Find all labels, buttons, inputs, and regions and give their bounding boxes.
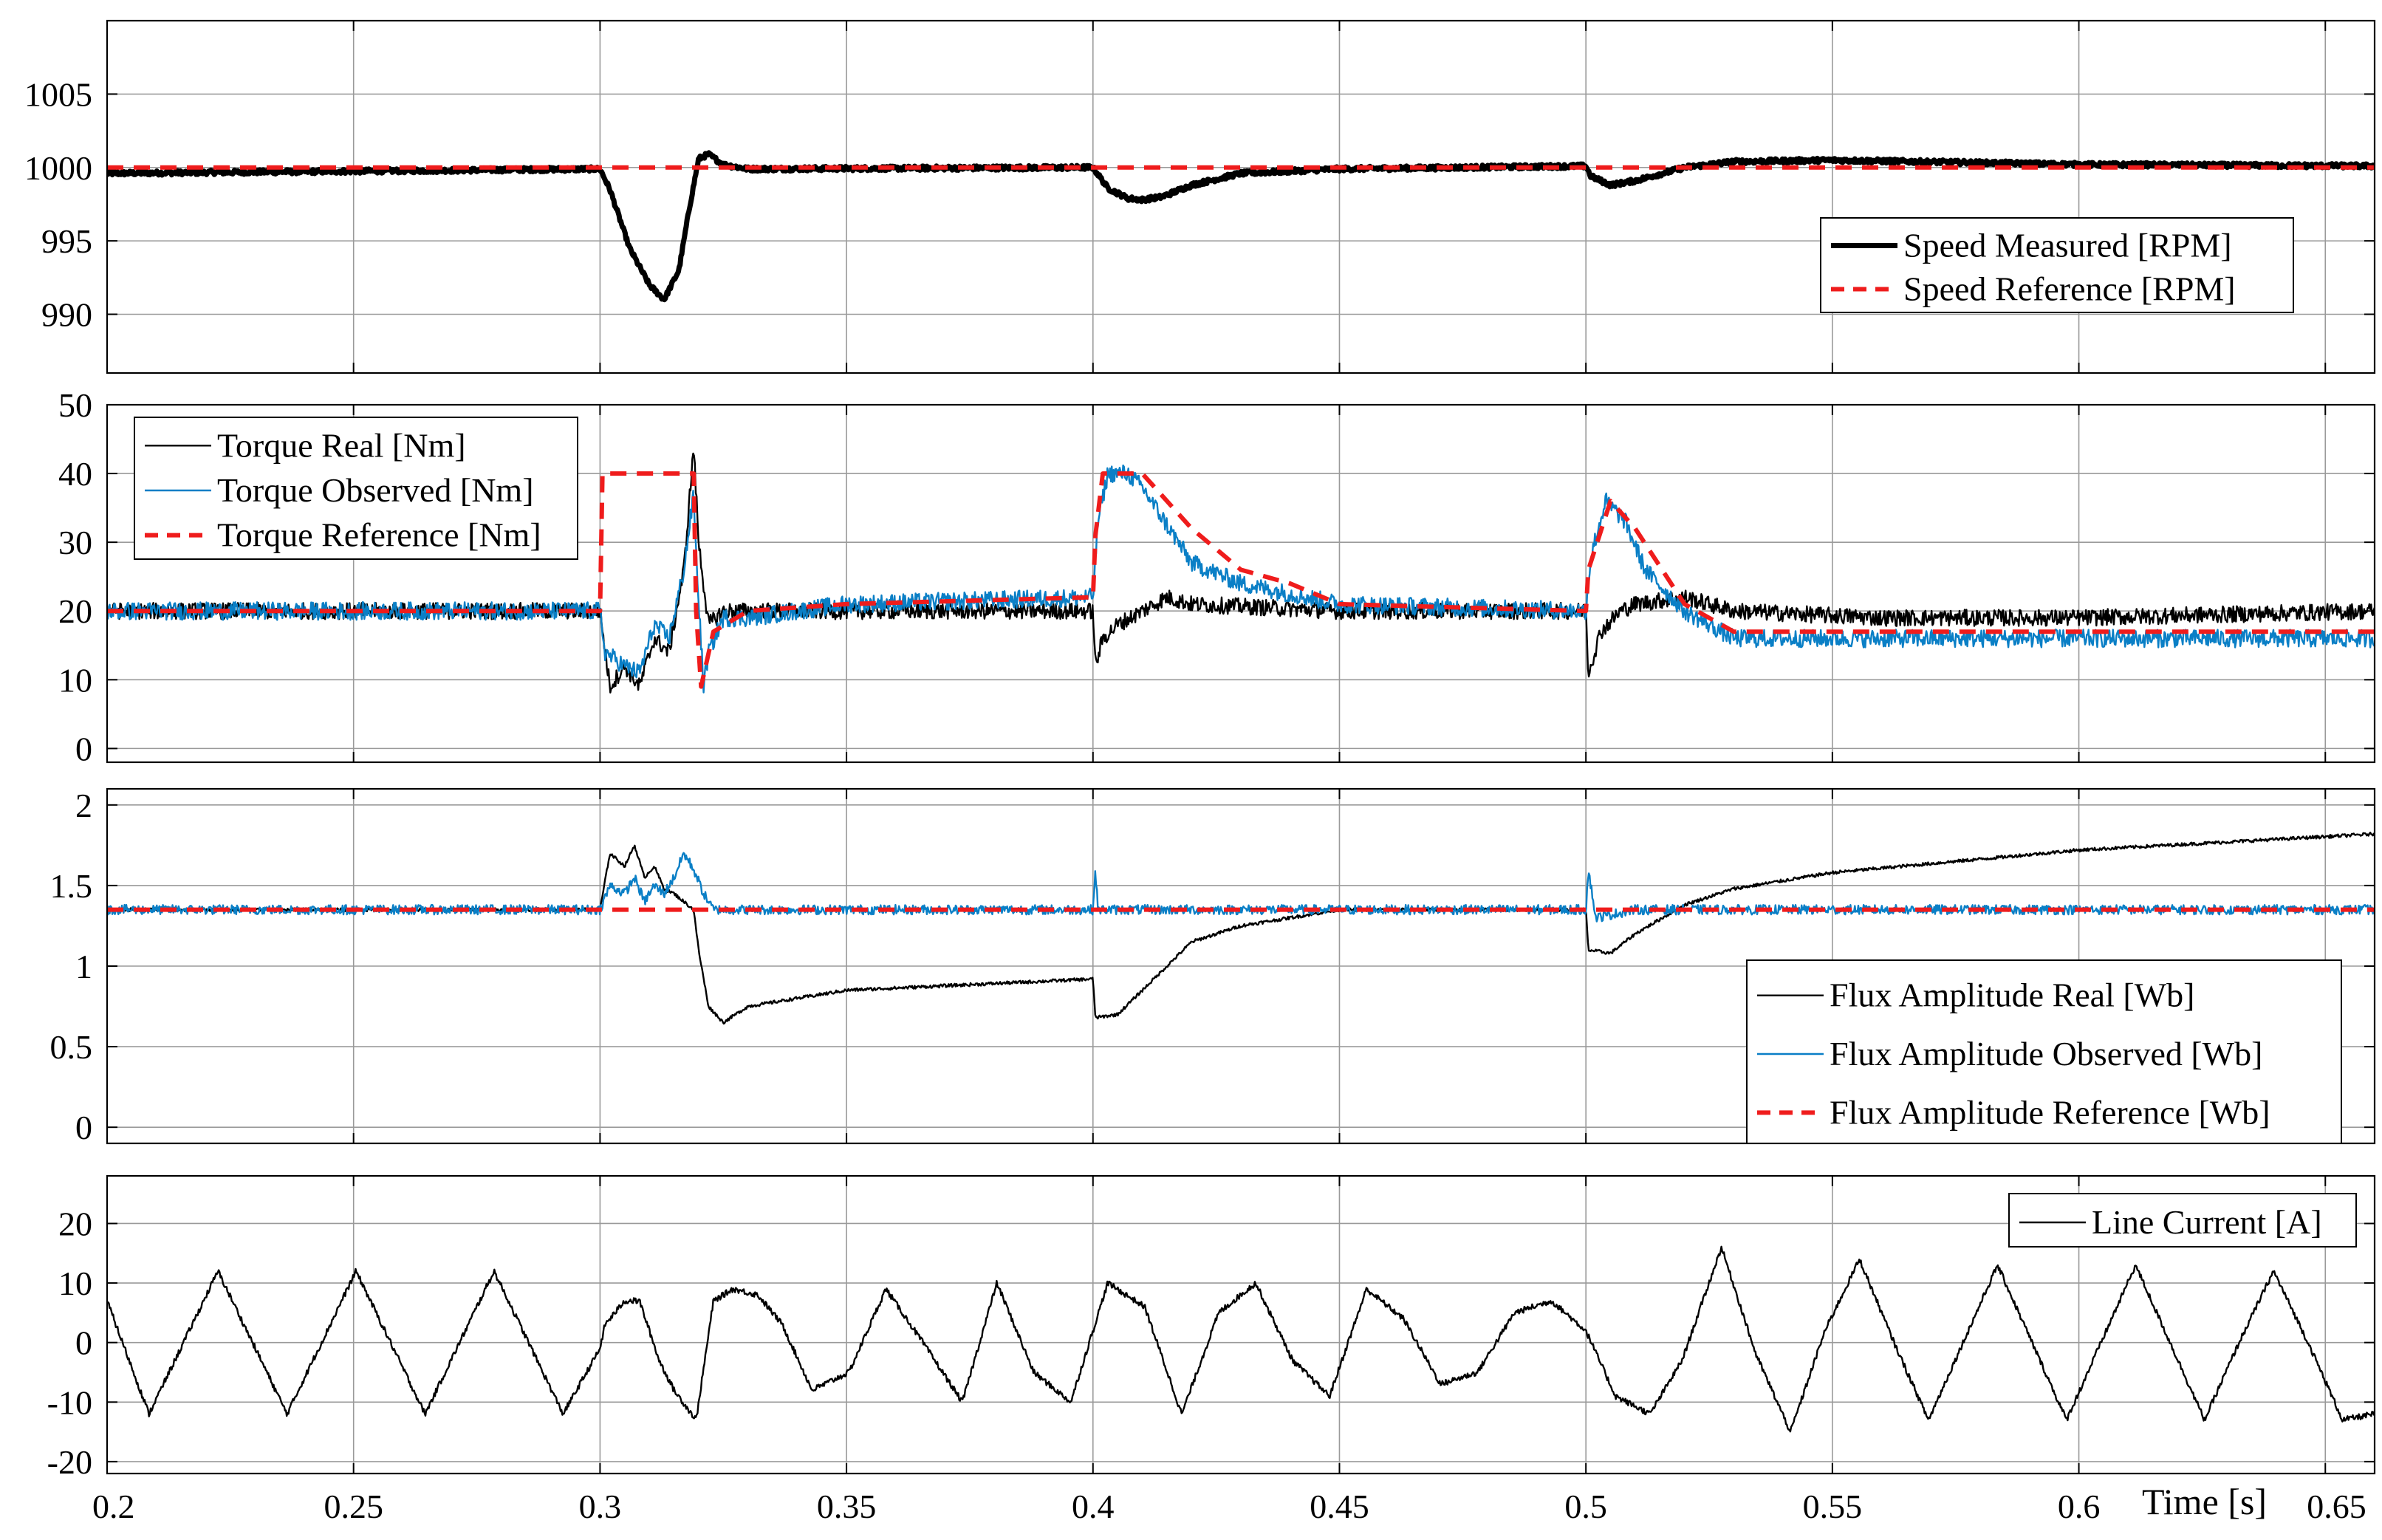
y-tick-label: 20 (58, 592, 92, 630)
y-tick-label: 20 (58, 1205, 92, 1242)
plot-frame (106, 403, 2376, 764)
y-tick-label: 1 (75, 948, 92, 985)
legend-label: Flux Amplitude Reference [Wb] (1830, 1093, 2270, 1131)
plot-frame (106, 19, 2376, 374)
y-tick-label: 0 (75, 730, 92, 767)
chart-panel-2: 0 10 20 30 40 50 Torque Real [Nm] Torque Observ… (58, 386, 2376, 767)
y-tick-label: 990 (41, 296, 92, 334)
y-tick-label: 1005 (24, 75, 92, 113)
y-tick-label: 40 (58, 455, 92, 493)
legend-label: Torque Reference [Nm] (217, 516, 541, 554)
x-tick-label: 0.45 (1310, 1488, 1369, 1525)
legend: Flux Amplitude Real [Wb] Flux Amplitude O… (1746, 959, 2342, 1144)
plot-area (107, 1176, 2375, 1474)
y-tick-label: -10 (47, 1383, 92, 1421)
x-tick-label: 0.35 (817, 1488, 877, 1525)
legend-box (2008, 1193, 2357, 1248)
plot-area (107, 21, 2375, 373)
legend-box (1746, 959, 2342, 1144)
x-tick-label: 0.3 (579, 1488, 622, 1525)
legend-label: Torque Observed [Nm] (217, 471, 534, 509)
legend-label: Line Current [A] (2092, 1203, 2322, 1241)
legend-label: Flux Amplitude Observed [Wb] (1830, 1035, 2262, 1072)
legend-label: Flux Amplitude Real [Wb] (1830, 976, 2194, 1014)
x-tick-label: 0.65 (2307, 1488, 2366, 1525)
y-tick-label: 0.5 (50, 1028, 93, 1066)
x-axis-label: Time [s] (2142, 1481, 2267, 1522)
legend: Line Current [A] (2008, 1193, 2357, 1248)
series-line-1 (107, 150, 2375, 303)
y-tick-label: 50 (58, 386, 92, 424)
y-tick-label: 0 (75, 1324, 92, 1362)
y-tick-label: 10 (58, 1264, 92, 1302)
legend-label: Speed Reference [RPM] (1903, 270, 2236, 308)
y-tick-label: 995 (41, 222, 92, 260)
x-axis-label-bg (2135, 1479, 2306, 1525)
y-tick-label: 30 (58, 524, 92, 561)
x-tick-label: 0.6 (2058, 1488, 2101, 1525)
plot-frame (106, 787, 2376, 1145)
legend-label: Speed Measured [RPM] (1903, 227, 2232, 264)
legend: Speed Measured [RPM] Speed Reference [RPM… (1820, 217, 2294, 313)
x-tick-label: 0.2 (92, 1488, 135, 1525)
y-tick-label: 10 (58, 661, 92, 699)
x-tick-label: 0.25 (324, 1488, 383, 1525)
legend-label: Torque Real [Nm] (217, 426, 466, 464)
legend: Torque Real [Nm] Torque Observed [Nm] Torq… (134, 417, 578, 560)
y-tick-label: 0 (75, 1109, 92, 1146)
x-tick-label: 0.55 (1803, 1488, 1863, 1525)
series-line-3 (107, 471, 2375, 689)
series-line-1 (107, 1245, 2375, 1433)
y-tick-label: 2 (75, 787, 92, 824)
legend-box (1820, 217, 2294, 313)
x-tick-label: 0.5 (1564, 1488, 1607, 1525)
y-tick-label: -20 (47, 1443, 92, 1481)
plot-frame (106, 1174, 2376, 1475)
chart-panel-4: -20 -10 0 10 20 Line Current [A] (47, 1174, 2376, 1481)
legend-box (134, 417, 578, 560)
y-tick-label: 1000 (24, 149, 92, 187)
y-tick-label: 1.5 (50, 867, 93, 905)
x-tick-label: 0.4 (1072, 1488, 1115, 1525)
